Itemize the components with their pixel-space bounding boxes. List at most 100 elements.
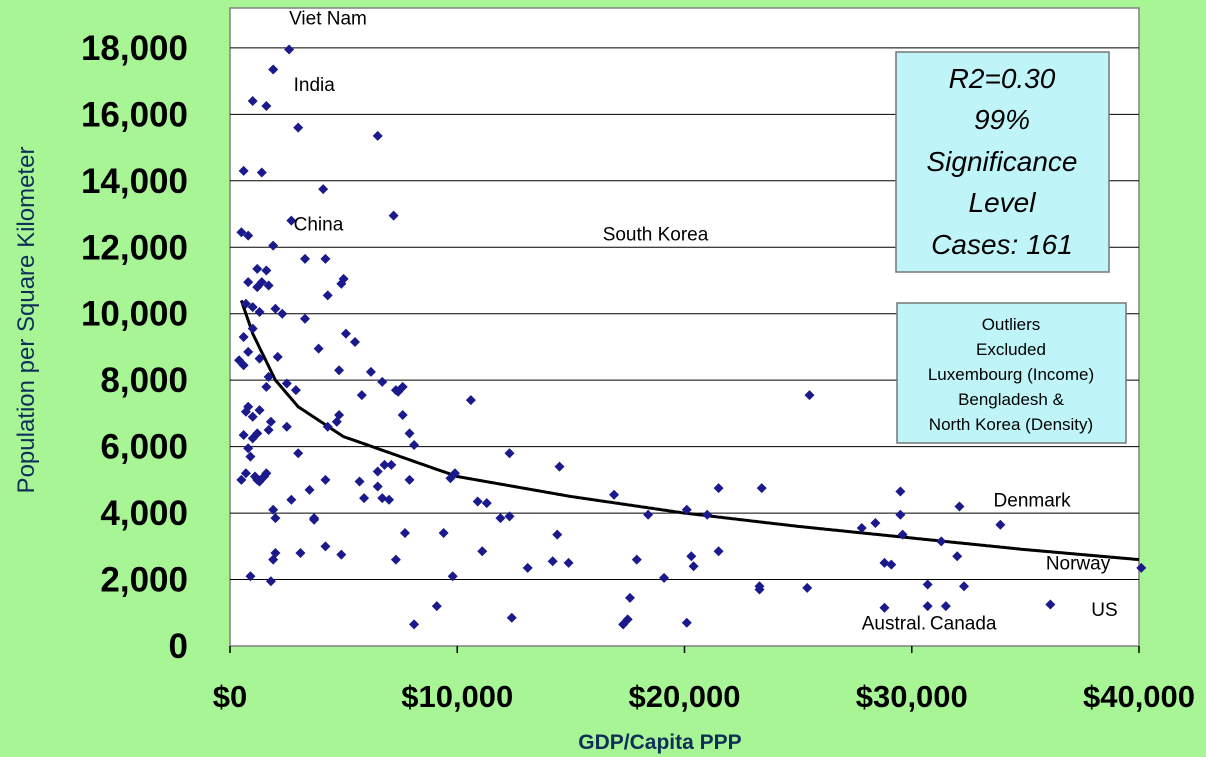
data-point bbox=[320, 541, 331, 552]
data-point bbox=[356, 390, 367, 401]
data-point bbox=[377, 493, 388, 504]
outliers-line: Outliers bbox=[982, 315, 1041, 334]
data-point bbox=[609, 489, 620, 500]
data-points bbox=[234, 44, 1147, 630]
data-point bbox=[631, 554, 642, 565]
data-point bbox=[299, 253, 310, 264]
data-point bbox=[952, 551, 963, 562]
data-point bbox=[238, 429, 249, 440]
data-point bbox=[504, 511, 515, 522]
data-point bbox=[295, 547, 306, 558]
data-point bbox=[384, 494, 395, 505]
data-point bbox=[995, 519, 1006, 530]
point-label: Viet Nam bbox=[289, 9, 367, 30]
data-point bbox=[552, 529, 563, 540]
point-label: India bbox=[294, 75, 336, 96]
data-point bbox=[404, 428, 415, 439]
data-point bbox=[243, 346, 254, 357]
data-point bbox=[245, 571, 256, 582]
point-label: US bbox=[1091, 600, 1117, 621]
data-point bbox=[322, 290, 333, 301]
data-point bbox=[438, 528, 449, 539]
x-tick-label: $40,000 bbox=[1083, 679, 1195, 714]
data-point bbox=[477, 546, 488, 557]
data-point bbox=[554, 461, 565, 472]
data-point bbox=[247, 433, 258, 444]
data-point bbox=[263, 280, 274, 291]
data-point bbox=[879, 557, 890, 568]
y-tick-label: 4,000 bbox=[100, 494, 188, 533]
y-axis-title: Population per Square Kilometer bbox=[13, 147, 40, 494]
data-point bbox=[922, 579, 933, 590]
y-tick-label: 12,000 bbox=[81, 228, 188, 267]
stats-box: R2=0.30 99% Significance Level Cases: 16… bbox=[895, 51, 1110, 273]
data-point bbox=[247, 323, 258, 334]
data-point bbox=[243, 277, 254, 288]
data-point bbox=[236, 227, 247, 238]
data-point bbox=[895, 509, 906, 520]
point-label: Norway bbox=[1046, 554, 1111, 575]
data-point bbox=[624, 592, 635, 603]
data-point bbox=[240, 468, 251, 479]
data-point bbox=[290, 385, 301, 396]
data-point bbox=[254, 405, 265, 416]
x-tick-label: $30,000 bbox=[856, 679, 968, 714]
data-point bbox=[870, 518, 881, 529]
data-point bbox=[472, 496, 483, 507]
y-axis-ticks: 0 2,000 4,000 6,000 8,000 10,000 12,000 14,000 1… bbox=[81, 29, 188, 666]
data-point bbox=[802, 582, 813, 593]
data-point bbox=[268, 504, 279, 515]
outliers-line: North Korea (Density) bbox=[929, 415, 1093, 434]
data-point bbox=[336, 549, 347, 560]
data-point bbox=[268, 554, 279, 565]
y-tick-label: 16,000 bbox=[81, 95, 188, 134]
data-point bbox=[354, 476, 365, 487]
stats-line: Level bbox=[969, 187, 1037, 218]
data-point bbox=[940, 601, 951, 612]
data-point bbox=[365, 366, 376, 377]
y-tick-label: 6,000 bbox=[100, 428, 188, 467]
data-point bbox=[397, 410, 408, 421]
data-point bbox=[320, 253, 331, 264]
data-point bbox=[465, 395, 476, 406]
data-point bbox=[293, 448, 304, 459]
data-point bbox=[238, 165, 249, 176]
data-point bbox=[286, 215, 297, 226]
data-point bbox=[390, 554, 401, 565]
point-annotations: Viet Nam India China South Korea Denmark Norw… bbox=[289, 9, 1118, 635]
data-point bbox=[256, 167, 267, 178]
point-label: Canada bbox=[930, 613, 997, 634]
data-point bbox=[240, 406, 251, 417]
x-tick-label: $20,000 bbox=[628, 679, 740, 714]
data-point bbox=[261, 381, 272, 392]
data-point bbox=[449, 468, 460, 479]
data-point bbox=[309, 514, 320, 525]
outliers-box: Outliers Excluded Luxembourg (Income) Be… bbox=[896, 302, 1127, 444]
y-tick-label: 14,000 bbox=[81, 162, 188, 201]
data-point bbox=[318, 184, 329, 195]
data-point bbox=[713, 483, 724, 494]
data-point bbox=[713, 546, 724, 557]
stats-line: 99% bbox=[974, 104, 1030, 135]
data-point bbox=[286, 494, 297, 505]
outliers-line: Bengladesh & bbox=[958, 390, 1065, 409]
trend-line bbox=[239, 299, 1140, 562]
data-point bbox=[272, 351, 283, 362]
data-point bbox=[1045, 599, 1056, 610]
data-point bbox=[688, 561, 699, 572]
data-point bbox=[922, 601, 933, 612]
data-point bbox=[856, 523, 867, 534]
data-point bbox=[447, 571, 458, 582]
data-point bbox=[681, 504, 692, 515]
data-point bbox=[265, 416, 276, 427]
data-point bbox=[431, 601, 442, 612]
data-point bbox=[281, 421, 292, 432]
y-tick-label: 18,000 bbox=[81, 29, 188, 68]
point-label: Austral. bbox=[862, 613, 926, 634]
outliers-line: Excluded bbox=[976, 340, 1046, 359]
data-point bbox=[281, 378, 292, 389]
data-point bbox=[409, 619, 420, 630]
data-point bbox=[399, 528, 410, 539]
data-point bbox=[254, 353, 265, 364]
